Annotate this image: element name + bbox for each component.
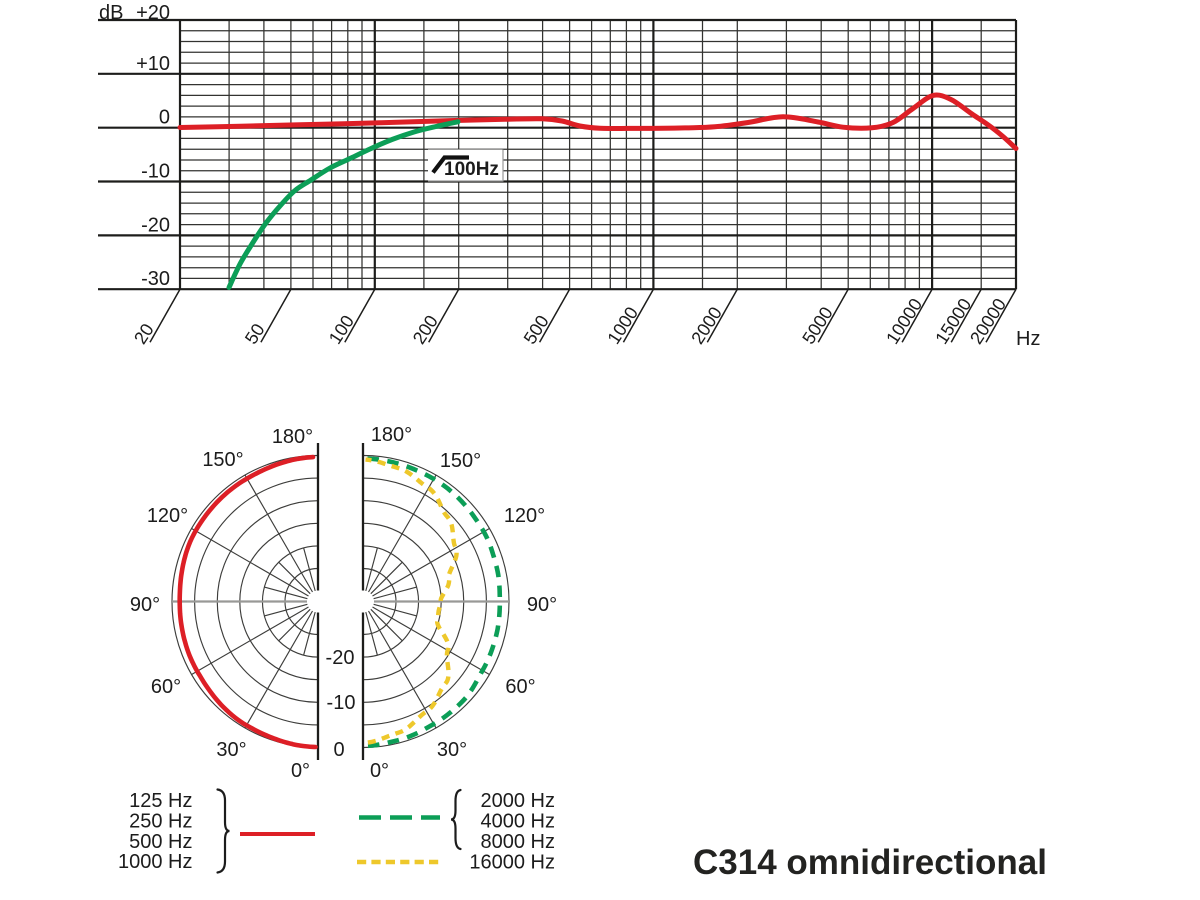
svg-text:16000 Hz: 16000 Hz — [469, 852, 555, 874]
svg-text:-30: -30 — [141, 268, 170, 290]
svg-text:-10: -10 — [327, 692, 356, 714]
svg-text:120°: 120° — [147, 505, 188, 527]
svg-text:-10: -10 — [141, 161, 170, 183]
svg-text:20: 20 — [130, 320, 158, 348]
svg-text:0: 0 — [333, 739, 344, 761]
svg-text:100: 100 — [325, 312, 358, 348]
svg-text:dB: dB — [99, 2, 123, 24]
svg-text:8000 Hz: 8000 Hz — [481, 831, 556, 853]
svg-text:180°: 180° — [371, 424, 412, 446]
svg-text:500 Hz: 500 Hz — [129, 831, 192, 853]
svg-text:125 Hz: 125 Hz — [129, 790, 192, 812]
svg-text:50: 50 — [241, 320, 269, 348]
svg-text:0: 0 — [159, 107, 170, 129]
svg-text:90°: 90° — [130, 594, 160, 616]
svg-text:1000: 1000 — [603, 303, 642, 347]
svg-text:90°: 90° — [527, 594, 557, 616]
svg-text:-20: -20 — [326, 647, 355, 669]
svg-text:-20: -20 — [141, 214, 170, 236]
svg-text:100Hz: 100Hz — [444, 159, 499, 180]
svg-text:+20: +20 — [136, 2, 170, 24]
svg-text:5000: 5000 — [798, 303, 837, 347]
svg-text:Hz: Hz — [1016, 328, 1040, 350]
svg-text:250 Hz: 250 Hz — [129, 810, 192, 832]
svg-text:180°: 180° — [272, 426, 313, 448]
svg-text:30°: 30° — [216, 739, 246, 761]
svg-text:200: 200 — [409, 312, 442, 348]
svg-text:60°: 60° — [151, 676, 181, 698]
svg-text:2000: 2000 — [687, 303, 726, 347]
svg-text:500: 500 — [520, 312, 553, 348]
svg-text:60°: 60° — [505, 676, 535, 698]
svg-text:4000 Hz: 4000 Hz — [481, 811, 556, 833]
svg-text:0°: 0° — [291, 760, 310, 782]
svg-text:0°: 0° — [370, 760, 389, 782]
svg-text:2000 Hz: 2000 Hz — [481, 790, 556, 812]
svg-text:150°: 150° — [440, 450, 481, 472]
svg-text:+10: +10 — [136, 53, 170, 75]
svg-text:C314 omnidirectional: C314 omnidirectional — [693, 843, 1047, 882]
svg-text:150°: 150° — [202, 449, 243, 471]
svg-text:120°: 120° — [504, 505, 545, 527]
svg-text:30°: 30° — [437, 739, 467, 761]
svg-text:1000 Hz: 1000 Hz — [118, 851, 193, 873]
